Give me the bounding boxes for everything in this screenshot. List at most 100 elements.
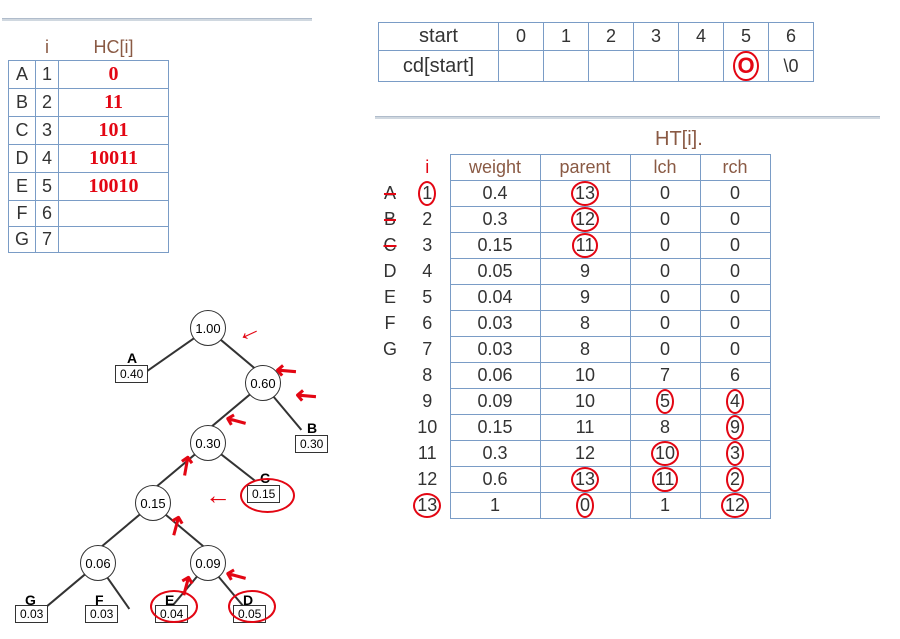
cd-start: 2 xyxy=(589,23,634,51)
cd-val xyxy=(589,51,634,82)
cd-start: 3 xyxy=(634,23,679,51)
ht-l: 8 xyxy=(630,415,700,441)
hc-i: 2 xyxy=(36,89,59,117)
hc-letter: E xyxy=(9,173,36,201)
ht-letter xyxy=(375,363,405,389)
ht-p: 11 xyxy=(540,415,630,441)
ht-i: 6 xyxy=(405,311,450,337)
ht-i: 3 xyxy=(405,233,450,259)
ht-l: 0 xyxy=(630,311,700,337)
hc-val: 101 xyxy=(59,117,169,145)
hc-i: 3 xyxy=(36,117,59,145)
cd-table: start 0 1 2 3 4 5 6 cd[start] O \0 xyxy=(378,22,814,82)
cd-start: 0 xyxy=(499,23,544,51)
ht-header-lch: lch xyxy=(630,155,700,181)
hc-i: 5 xyxy=(36,173,59,201)
ht-table: i weight parent lch rch A10.41300 B20.31… xyxy=(375,154,771,519)
ht-i: 1 xyxy=(422,183,432,204)
ht-header-i: i xyxy=(405,155,450,181)
ht-letter xyxy=(375,389,405,415)
ht-letter: E xyxy=(375,285,405,311)
tree-leaf-box: 0.30 xyxy=(295,435,328,453)
ht-r: 0 xyxy=(700,337,770,363)
ht-w: 0.09 xyxy=(450,389,540,415)
ht-p: 13 xyxy=(540,467,630,493)
hc-val: 11 xyxy=(59,89,169,117)
ht-title: HT[i]. xyxy=(655,128,703,151)
ht-l: 7 xyxy=(630,363,700,389)
red-circle-annotation xyxy=(228,590,276,623)
ht-header-rch: rch xyxy=(700,155,770,181)
cd-val xyxy=(499,51,544,82)
ht-p: 10 xyxy=(540,389,630,415)
ht-i: 12 xyxy=(405,467,450,493)
ht-w: 0.3 xyxy=(450,441,540,467)
ht-p: 11 xyxy=(540,233,630,259)
tree-leaf-label: A xyxy=(127,350,137,366)
tree-node: 0.30 xyxy=(190,425,226,461)
hc-letter: F xyxy=(9,201,36,227)
hc-i: 1 xyxy=(36,61,59,89)
ht-p: 10 xyxy=(540,363,630,389)
red-circle-annotation xyxy=(240,478,295,513)
ht-l: 0 xyxy=(630,337,700,363)
ht-p: 12 xyxy=(540,441,630,467)
ht-p: 0 xyxy=(540,493,630,519)
ht-i: 8 xyxy=(405,363,450,389)
cd-start: 5 xyxy=(724,23,769,51)
ht-l: 10 xyxy=(630,441,700,467)
ht-r: 12 xyxy=(700,493,770,519)
ht-w: 0.3 xyxy=(450,207,540,233)
cd-red-circle: O xyxy=(737,53,754,79)
cd-start: 6 xyxy=(769,23,814,51)
hc-val xyxy=(59,227,169,253)
hc-letter: C xyxy=(9,117,36,145)
hc-letter: D xyxy=(9,145,36,173)
ht-letter: G xyxy=(375,337,405,363)
ht-l: 0 xyxy=(630,233,700,259)
ht-l: 0 xyxy=(630,259,700,285)
ht-l: 0 xyxy=(630,181,700,207)
tree-leaf-box: 0.40 xyxy=(115,365,148,383)
ht-w: 0.03 xyxy=(450,311,540,337)
ht-letter: F xyxy=(375,311,405,337)
ht-header-parent: parent xyxy=(540,155,630,181)
huffman-tree: 1.000.600.300.150.060.09ABCGFED0.400.300… xyxy=(15,310,355,635)
cd-val: \0 xyxy=(769,51,814,82)
ht-p: 8 xyxy=(540,311,630,337)
ht-r: 0 xyxy=(700,181,770,207)
ht-w: 0.06 xyxy=(450,363,540,389)
separator xyxy=(375,116,880,119)
hc-table: i HC[i] A10 B211 C3101 D410011 E510010 F… xyxy=(8,35,169,253)
ht-w: 0.03 xyxy=(450,337,540,363)
hc-i: 4 xyxy=(36,145,59,173)
cd-val: O xyxy=(724,51,769,82)
ht-letter xyxy=(375,467,405,493)
ht-p: 13 xyxy=(540,181,630,207)
ht-letter xyxy=(375,493,405,519)
ht-i: 5 xyxy=(405,285,450,311)
ht-i: 10 xyxy=(405,415,450,441)
hc-i: 7 xyxy=(36,227,59,253)
hc-letter: G xyxy=(9,227,36,253)
ht-i: 11 xyxy=(405,441,450,467)
ht-r: 0 xyxy=(700,259,770,285)
red-circle-annotation xyxy=(150,590,198,623)
ht-r: 6 xyxy=(700,363,770,389)
ht-w: 1 xyxy=(450,493,540,519)
cd-table-wrap: start 0 1 2 3 4 5 6 cd[start] O \0 xyxy=(378,22,814,82)
ht-letter xyxy=(375,415,405,441)
ht-i: 13 xyxy=(417,495,437,516)
ht-r: 9 xyxy=(700,415,770,441)
hc-val: 10010 xyxy=(59,173,169,201)
hc-header-hc: HC[i] xyxy=(59,35,169,61)
hc-val: 10011 xyxy=(59,145,169,173)
cd-label-start: start xyxy=(379,23,499,51)
hc-header-i: i xyxy=(36,35,59,61)
ht-l: 0 xyxy=(630,207,700,233)
ht-r: 3 xyxy=(700,441,770,467)
ht-w: 0.05 xyxy=(450,259,540,285)
tree-node: 0.09 xyxy=(190,545,226,581)
red-arrow-icon: ← xyxy=(205,480,231,511)
ht-letter: A xyxy=(384,183,396,203)
